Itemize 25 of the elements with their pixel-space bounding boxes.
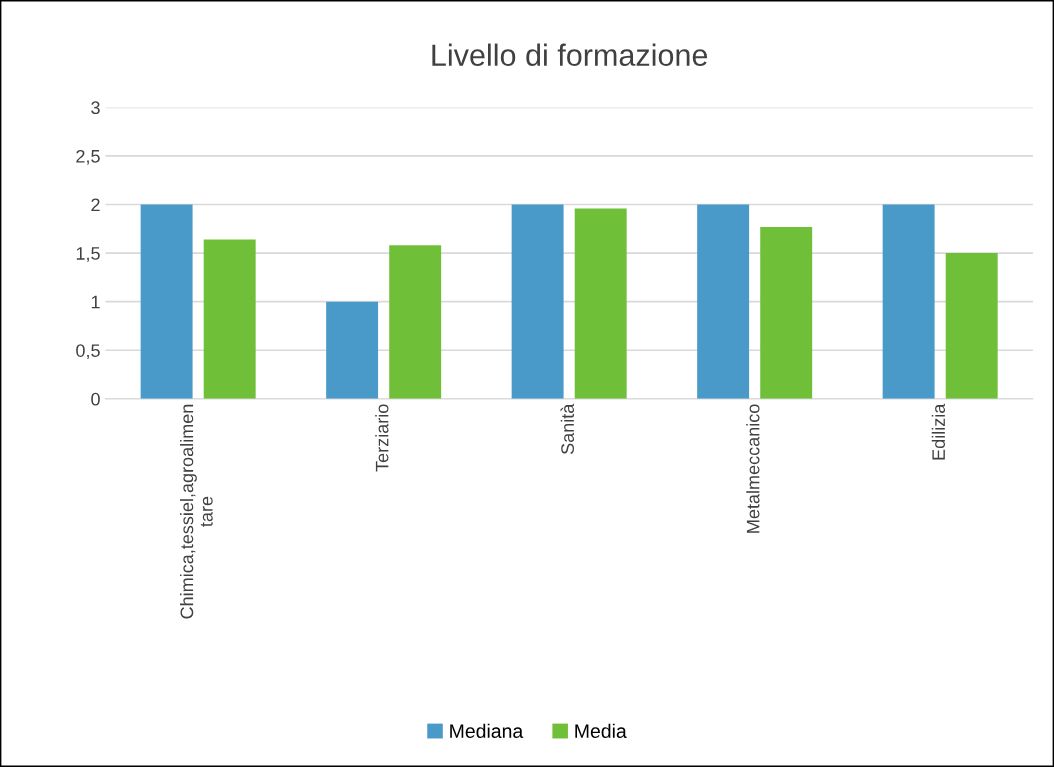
bar — [574, 208, 627, 399]
legend-label: Mediana — [450, 723, 524, 738]
y-tick-label: 2 — [91, 198, 100, 212]
legend-label: Media — [575, 723, 627, 738]
y-tick-label: 0 — [91, 392, 100, 406]
bar — [945, 253, 998, 399]
bar — [389, 245, 442, 399]
bar — [326, 301, 379, 399]
bar — [697, 204, 750, 399]
bar — [203, 239, 256, 399]
y-tick-label: 0,5 — [76, 344, 100, 360]
chart-title: Livello di formazione — [432, 43, 708, 67]
x-tick-label: Chimica,tessiel,agroalimen tare — [180, 404, 213, 619]
x-tick-label: Edilizia — [931, 403, 946, 460]
x-tick-label: Metalmeccanico — [746, 404, 760, 533]
bar — [760, 226, 813, 399]
y-tick-label: 3 — [91, 101, 100, 115]
bar — [140, 204, 193, 399]
y-tick-label: 1,5 — [76, 247, 100, 262]
x-tick-label: Terziario — [375, 404, 389, 472]
bar — [882, 204, 935, 399]
x-tick-label: Sanità — [560, 403, 575, 455]
y-tick-label: 1 — [91, 295, 100, 309]
y-tick-label: 2,5 — [76, 149, 100, 165]
bar — [511, 204, 564, 399]
